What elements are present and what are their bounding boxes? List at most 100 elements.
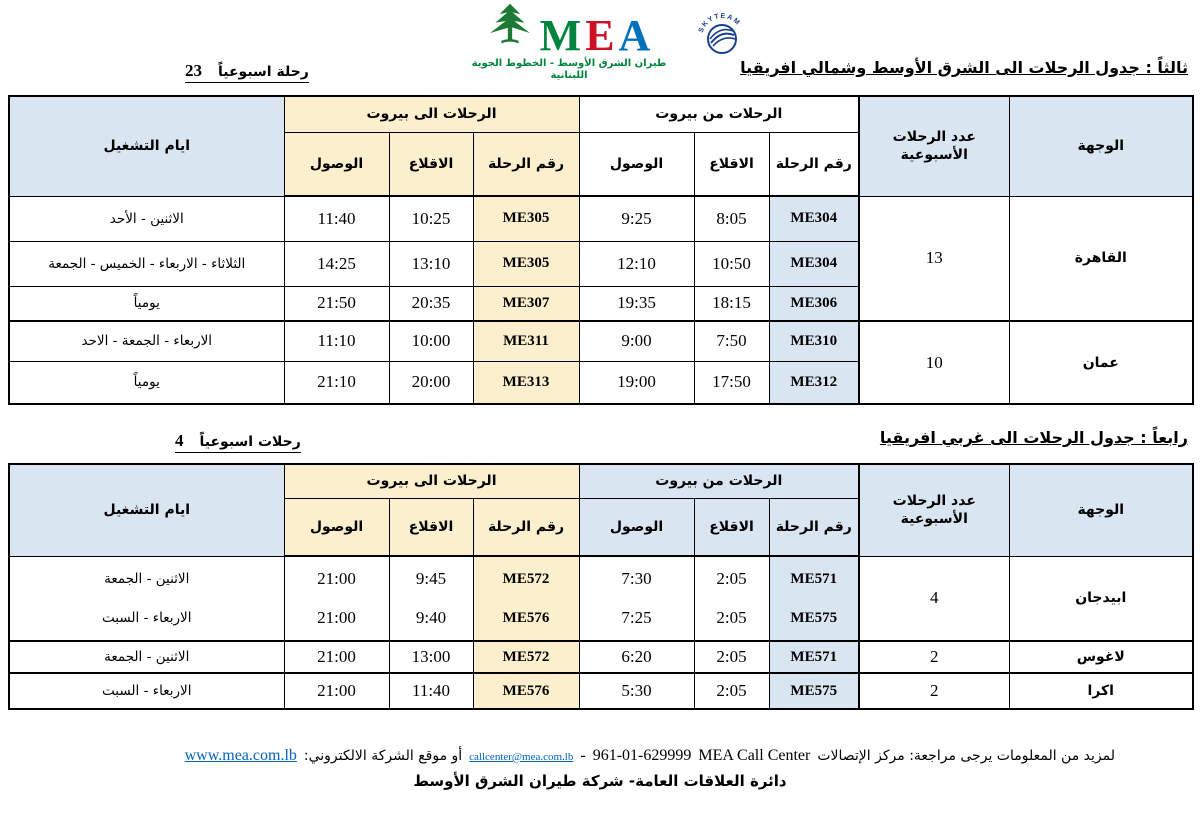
operating-days-cell: الثلاثاء - الاربعاء - الخميس - الجمعة (8, 240, 285, 287)
col-header-arrival-from: الوصول (578, 131, 695, 197)
arrival-line: 21:00 (317, 569, 356, 588)
departure-cell: 13:10 (388, 240, 474, 287)
col-header-destination: الوجهة (1008, 463, 1194, 557)
departure-line: 9:40 (415, 608, 447, 627)
flight-no-cell: ME305 (472, 240, 580, 287)
col-header-operating-days: ايام التشغيل (8, 95, 285, 197)
wordmark-letter-e: E (585, 11, 619, 60)
schedule-table-middle-east: الوجهة عدد الرحلات الأسبوعية الرحلات من … (8, 95, 1195, 405)
wordmark-letter-m: M (539, 11, 586, 60)
arrival-cell: 9:00 (578, 320, 695, 362)
departure-cell: 11:40 (388, 672, 474, 710)
col-header-departure-from: الاقلاع (693, 497, 770, 557)
cedar-tree-icon (484, 2, 536, 56)
operating-days-cell: الاثنين - الجمعة (8, 640, 285, 674)
arrival-cell: 9:25 (578, 195, 695, 242)
departure-cell: 10:00 (388, 320, 474, 362)
col-header-flight-no-to: رقم الرحلة (472, 497, 580, 557)
footer-email-link[interactable]: callcenter@mea.com.lb (469, 751, 574, 763)
departure-cell: 20:35 (388, 285, 474, 322)
flight-no-cell: ME304 (768, 240, 860, 287)
col-header-departure-from: الاقلاع (693, 131, 770, 197)
col-header-weekly-flights: عدد الرحلات الأسبوعية (858, 463, 1010, 557)
table-row: لاغوس 2 ME571 2:05 6:20 ME572 13:00 21:0… (8, 640, 1194, 674)
operating-days-cell: الاثنين - الأحد (8, 195, 285, 242)
arrival-cell: 12:10 (578, 240, 695, 287)
section2-weekly-count: 4 رحلات اسبوعياً (175, 431, 301, 453)
weekly-count-label: رحلة اسبوعياً (218, 64, 309, 80)
departure-cell: 9:45 9:40 (393, 560, 470, 638)
arrival-cell: 21:50 (283, 285, 390, 322)
flight-no-cell: ME575 (768, 672, 860, 710)
footer-department-line: دائرة العلاقات العامة- شركة طيران الشرق … (413, 772, 787, 790)
departure-cell: 2:05 (693, 640, 770, 674)
table-row: رقم الرحلة الاقلاع الوصول رقم الرحلة الا… (9, 131, 1193, 197)
table-row: القاهرة 13 ME304 8:05 9:25 ME305 10:25 1… (8, 195, 1194, 322)
arrival-line: 7:30 (621, 569, 652, 588)
footer-website-link[interactable]: www.mea.com.lb (184, 747, 297, 764)
arrival-cell: 19:35 (578, 285, 695, 322)
flight-no-line: ME575 (790, 609, 838, 626)
group-header-from-beirut: الرحلات من بيروت (578, 463, 860, 499)
operating-days-cell: يومياً (8, 285, 285, 322)
weekly-count-label: رحلات اسبوعياً (199, 434, 301, 450)
weekly-count-cell: 2 (858, 640, 1010, 674)
col-header-destination: الوجهة (1008, 95, 1194, 197)
col-header-flight-no-from: رقم الرحلة (768, 131, 860, 197)
table-row: عمان 10 ME310 7:50 9:00 ME311 10:00 11:1… (8, 320, 1194, 405)
arrival-cell: 21:00 (283, 672, 390, 710)
skyteam-logo-icon: SKYTEAM (698, 8, 746, 62)
departure-cell: 13:00 (388, 640, 474, 674)
flight-no-line: ME572 (502, 570, 550, 587)
flight-no-cell: ME305 (472, 195, 580, 242)
departure-cell: 2:05 (693, 672, 770, 710)
col-header-arrival-to: الوصول (283, 497, 390, 557)
arrival-cell: 21:00 21:00 (288, 560, 386, 638)
section1-weekly-count: 23 رحلة اسبوعياً (185, 61, 309, 83)
col-header-departure-to: الاقلاع (388, 497, 474, 557)
destination-cell: اكرا (1008, 672, 1194, 710)
group-header-to-beirut: الرحلات الى بيروت (283, 95, 580, 133)
col-header-arrival-to: الوصول (283, 131, 390, 197)
arrival-cell: 5:30 (578, 672, 695, 710)
table-row: ME304 10:50 12:10 ME305 13:10 14:25 الثل… (8, 240, 1193, 287)
departure-cell: 2:05 2:05 (698, 560, 766, 638)
departure-line: 9:45 (415, 569, 447, 588)
operating-days-line: الاربعاء - السبت (102, 609, 192, 626)
table-row: ابيدجان 4 ME571 ME575 2:05 2:05 7:30 7:2… (8, 555, 1194, 642)
departure-cell: 8:05 (693, 195, 770, 242)
weekly-count-cell: 2 (858, 672, 1010, 710)
weekly-count-cell: 4 (858, 555, 1010, 642)
departure-cell: 10:25 (388, 195, 474, 242)
destination-cell: عمان (1008, 320, 1194, 405)
footer-call-center-label: MEA Call Center (698, 747, 811, 764)
table-row: رقم الرحلة الاقلاع الوصول رقم الرحلة الا… (9, 497, 1193, 557)
table-row: الوجهة عدد الرحلات الأسبوعية الرحلات من … (8, 463, 1194, 557)
col-header-flight-no-from: رقم الرحلة (768, 497, 860, 557)
group-header-from-beirut: الرحلات من بيروت (578, 95, 860, 133)
operating-days-cell: يومياً (8, 360, 285, 405)
flight-no-cell: ME571 ME575 (773, 560, 856, 638)
col-header-flight-no-to: رقم الرحلة (472, 131, 580, 197)
flight-no-cell: ME572 ME576 (477, 560, 576, 638)
arrival-cell: 14:25 (283, 240, 390, 287)
table-row: اكرا 2 ME575 2:05 5:30 ME576 11:40 21:00… (8, 672, 1194, 710)
departure-cell: 18:15 (693, 285, 770, 322)
footer-phone-number: 961-01-629999 (592, 747, 692, 764)
arrival-cell: 11:10 (283, 320, 390, 362)
weekly-count-number: 23 (185, 61, 202, 80)
departure-line: 2:05 (716, 608, 747, 627)
arrival-cell: 7:30 7:25 (583, 560, 691, 638)
footer-text-pre: لمزيد من المعلومات يرجى مراجعة: مركز الإ… (817, 748, 1115, 764)
flight-no-cell: ME307 (472, 285, 580, 322)
schedule-table-west-africa: الوجهة عدد الرحلات الأسبوعية الرحلات من … (8, 463, 1195, 710)
col-header-weekly-flights: عدد الرحلات الأسبوعية (858, 95, 1010, 197)
col-header-arrival-from: الوصول (578, 497, 695, 557)
mea-logo-top: MEA (484, 2, 655, 58)
operating-days-cell: الاربعاء - السبت (8, 672, 285, 710)
flight-no-cell: ME571 (768, 640, 860, 674)
col-header-operating-days: ايام التشغيل (8, 463, 285, 557)
operating-days-cell: الاثنين - الجمعة الاربعاء - السبت (13, 559, 281, 637)
arrival-cell: 11:40 (283, 195, 390, 242)
footer-separator: - (580, 747, 586, 764)
